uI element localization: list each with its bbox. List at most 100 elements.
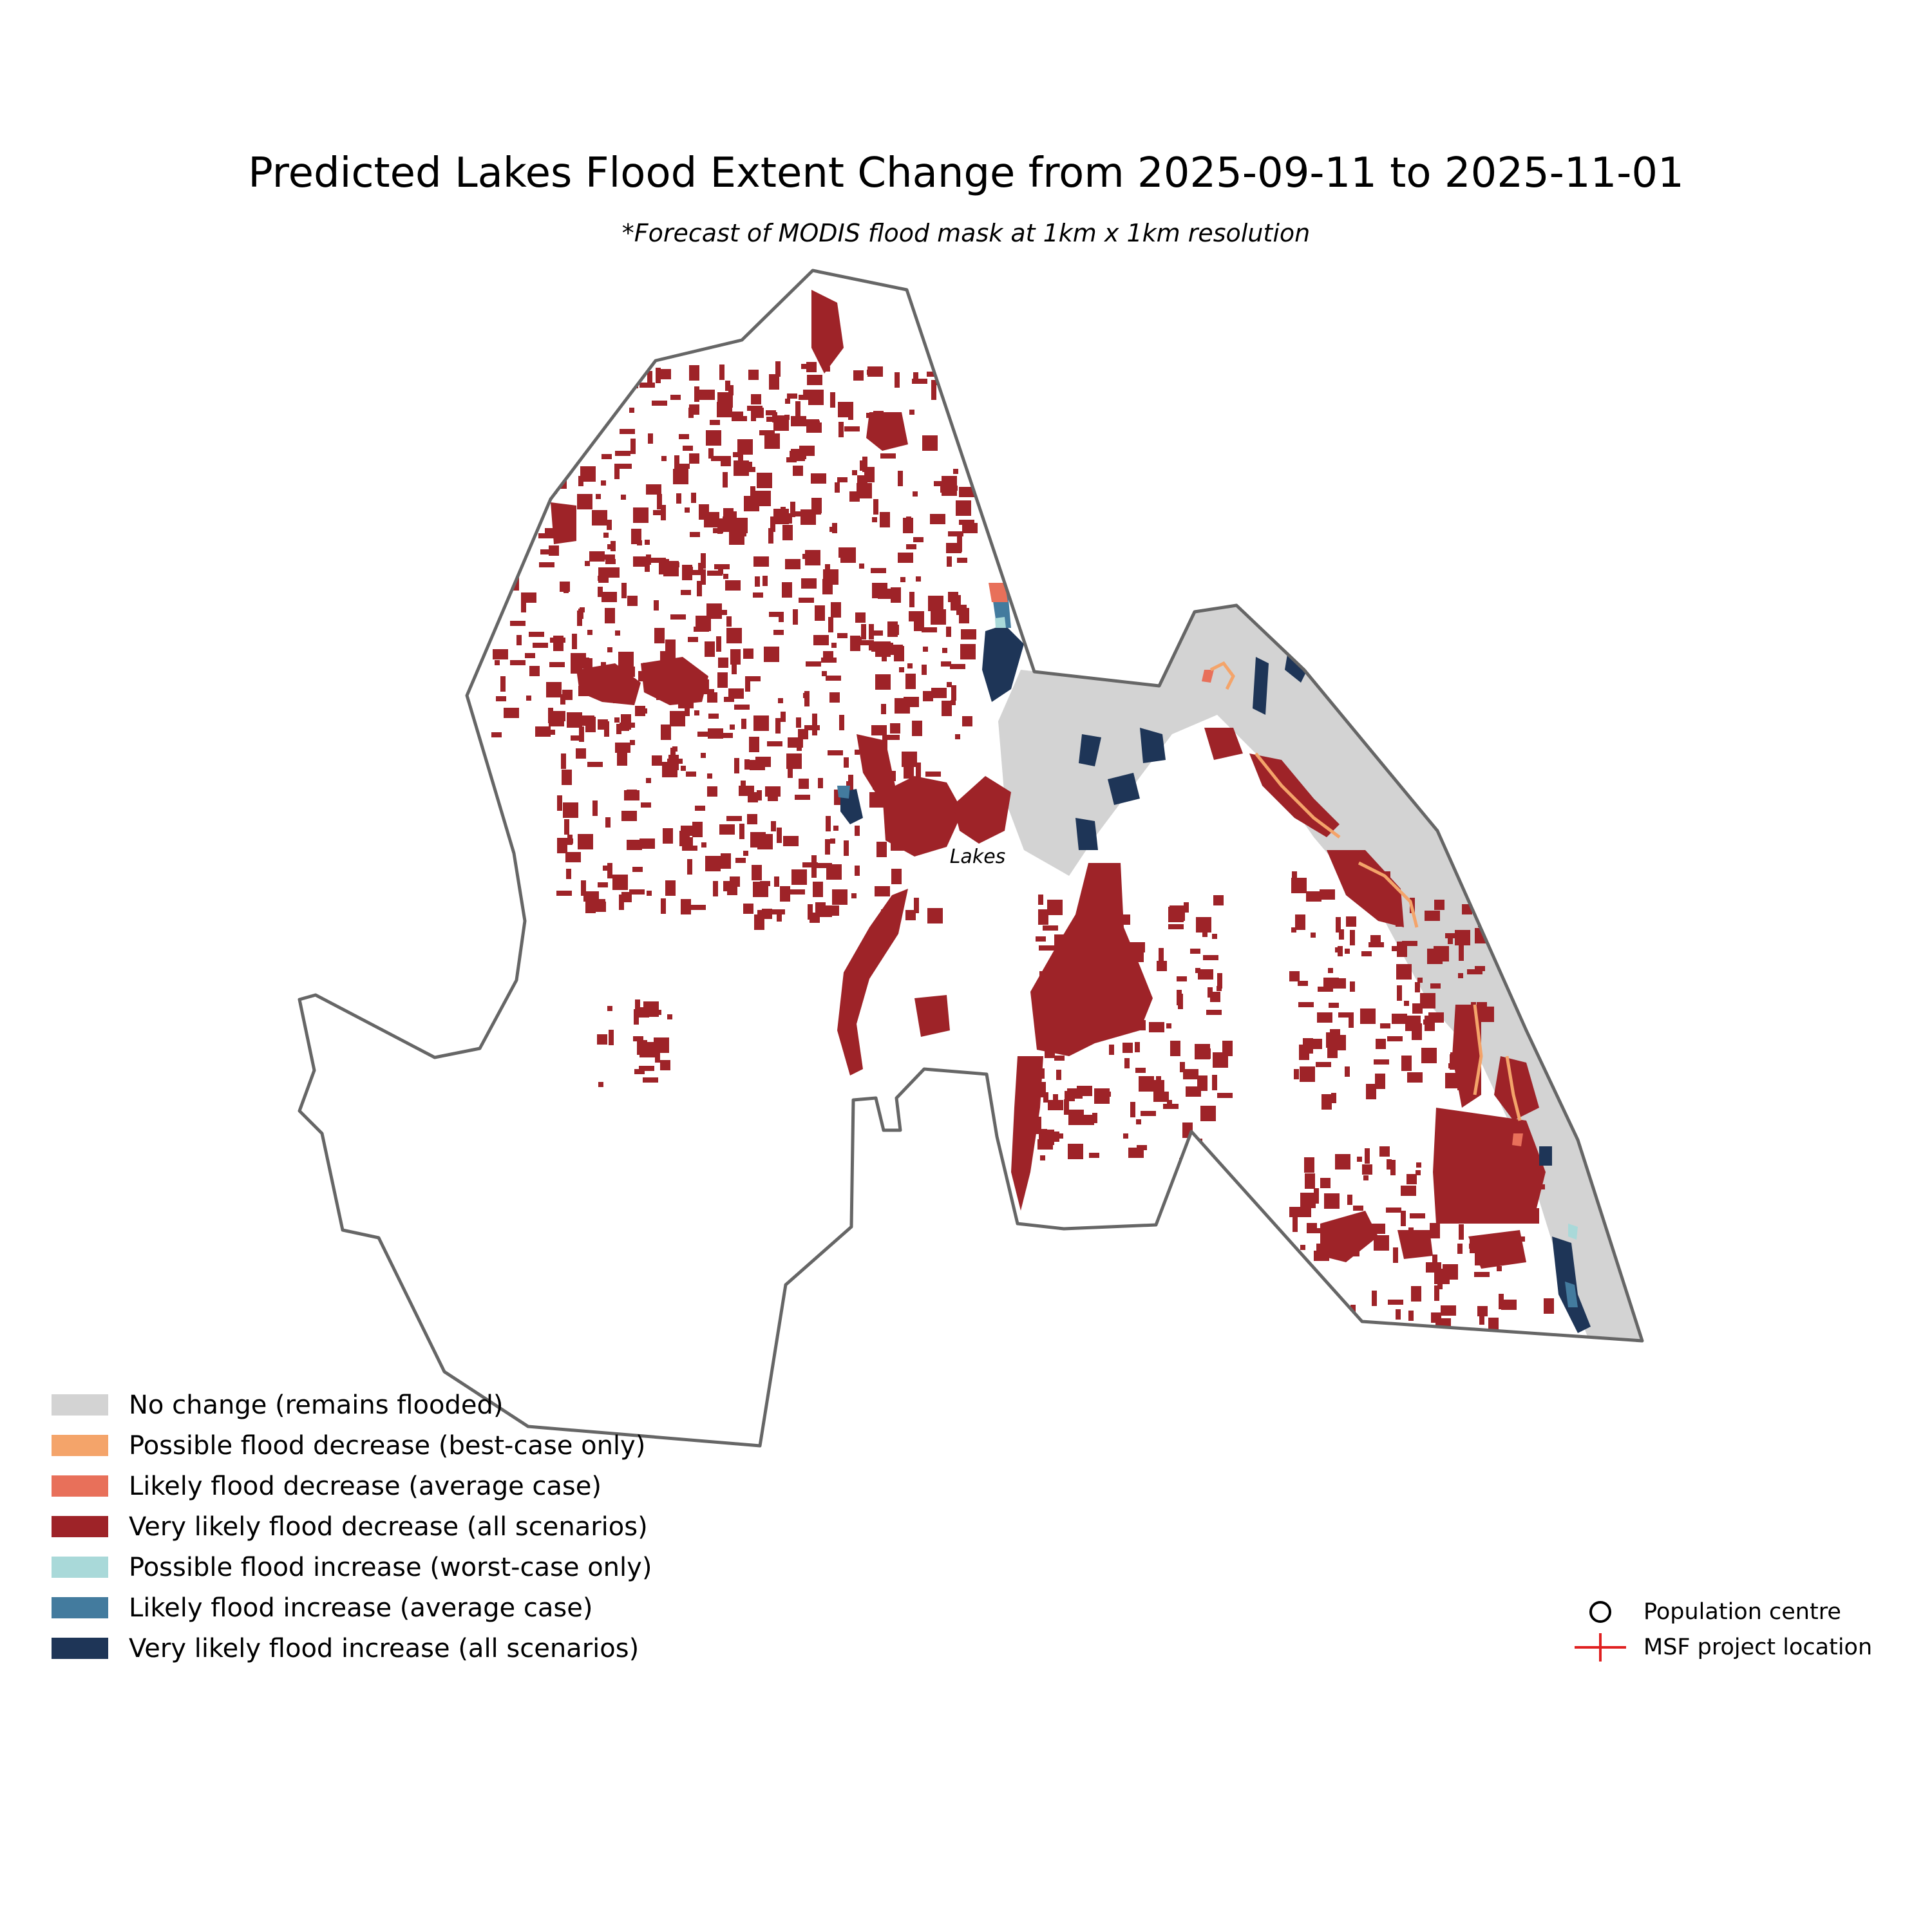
flood-pixel <box>697 581 702 596</box>
flood-pixel <box>1295 914 1305 930</box>
flood-pixel <box>546 682 562 697</box>
flood-pixel <box>598 719 608 730</box>
flood-pixel <box>603 533 609 538</box>
flood-pixel <box>670 395 681 400</box>
flood-pixel <box>886 589 891 599</box>
flood-pixel <box>564 588 569 593</box>
flood-pixel <box>1471 1002 1476 1007</box>
flood-pixel <box>942 361 947 366</box>
flood-pixel <box>687 675 703 685</box>
flood-pixel <box>781 712 786 722</box>
flood-pixel <box>1177 976 1187 981</box>
flood-pixel <box>717 672 728 688</box>
flood-pixel <box>549 545 559 556</box>
flood-pixel <box>1331 1093 1336 1103</box>
flood-pixel <box>1335 1154 1350 1170</box>
flood-pixel <box>1469 1244 1474 1249</box>
legend-item: No change (remains flooded) <box>52 1385 652 1425</box>
flood-pixel <box>647 891 652 896</box>
flood-pixel <box>886 424 901 439</box>
flood-pixel <box>741 719 746 729</box>
flood-pixel <box>844 426 860 431</box>
flood-pixel <box>963 372 979 383</box>
flood-pixel <box>749 737 759 752</box>
flood-pixel <box>731 650 736 661</box>
flood-pixel <box>1300 1193 1316 1208</box>
flood-pixel <box>1401 1186 1416 1196</box>
flood-pixel <box>1317 1012 1332 1023</box>
flood-pixel <box>690 532 700 537</box>
flood-pixel <box>635 999 640 1010</box>
flood-pixel <box>570 375 575 380</box>
flood-pixel <box>806 552 816 557</box>
flood-pixel <box>745 681 750 692</box>
flood-pixel <box>1408 1311 1414 1321</box>
flood-pixel <box>548 708 553 723</box>
flood-pixel <box>773 630 784 635</box>
flood-pixel <box>701 753 706 758</box>
flood-pixel <box>707 692 717 703</box>
flood-pixel <box>539 562 554 567</box>
flood-pixel <box>598 1082 603 1087</box>
flood-pixel <box>755 576 760 587</box>
flood-pixel <box>614 464 620 479</box>
flood-pixel <box>562 374 572 384</box>
flood-pixel <box>596 494 601 499</box>
flood-pixel <box>803 693 808 698</box>
flood-pixel <box>701 569 706 585</box>
flood-pixel <box>529 632 544 637</box>
flood-pixel <box>912 379 927 384</box>
flood-pixel <box>1089 1153 1099 1158</box>
flood-pixel <box>873 411 884 421</box>
flood-pixel <box>734 758 739 773</box>
flood-pixel <box>533 389 548 394</box>
flood-pixel <box>554 446 565 451</box>
flood-pixel <box>708 714 719 719</box>
flood-pixel <box>770 516 775 532</box>
flood-pixel <box>1402 941 1417 946</box>
flood-pixel <box>592 510 607 526</box>
flood-pixel <box>540 549 551 554</box>
flood-pixel <box>871 641 882 652</box>
flood-pixel <box>576 748 586 759</box>
flood-pixel <box>875 674 891 690</box>
flood-pixel <box>1363 1175 1368 1180</box>
flood-pixel <box>1416 1162 1421 1168</box>
flood-pixel <box>1135 1068 1146 1073</box>
flood-pixel <box>1459 945 1464 961</box>
flood-pixel <box>646 778 651 783</box>
flood-pixel <box>1430 983 1441 989</box>
flood-pixel <box>1111 1028 1121 1034</box>
flood-pixel <box>508 434 524 439</box>
flood-pixel <box>782 525 793 540</box>
flood-pixel <box>690 905 706 910</box>
flood-pixel <box>861 624 866 639</box>
legend-label: Possible flood increase (worst-case only… <box>129 1552 652 1582</box>
flood-pixel <box>1109 1045 1114 1055</box>
flood-pixel <box>533 643 548 648</box>
flood-pixel <box>833 826 838 831</box>
flood-pixel <box>796 717 801 728</box>
flood-pixel <box>601 454 612 459</box>
flood-pixel <box>627 596 638 606</box>
flood-pixel <box>850 636 860 651</box>
map-title: Predicted Lakes Flood Extent Change from… <box>248 149 1684 197</box>
flood-pixel <box>817 907 832 917</box>
flood-pixel <box>962 523 978 533</box>
flood-pixel <box>686 772 696 777</box>
flood-pixel <box>1458 973 1463 978</box>
flood-pixel <box>652 755 662 766</box>
flood-pixel <box>1043 925 1058 931</box>
flood-pixel <box>560 424 565 435</box>
flood-pixel <box>960 644 976 659</box>
flood-pixel <box>1544 1298 1554 1314</box>
flood-pixel <box>1034 1068 1045 1079</box>
flood-pixel <box>632 867 643 872</box>
flood-pixel <box>529 473 545 483</box>
flood-pixel <box>786 753 802 769</box>
flood-pixel <box>526 402 531 408</box>
legend-item: Very likely flood decrease (all scenario… <box>52 1506 652 1547</box>
flood-pixel <box>656 695 672 700</box>
flood-pixel <box>563 802 578 818</box>
flood-pixel <box>880 453 896 459</box>
